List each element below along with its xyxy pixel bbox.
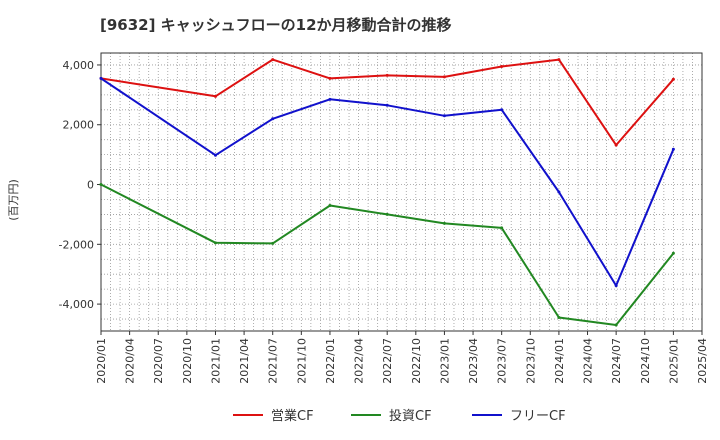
- x-tick-label: 2020/01: [95, 338, 108, 384]
- data-point: [671, 77, 675, 81]
- data-point: [328, 97, 332, 101]
- data-point: [385, 212, 389, 216]
- plot-frame: [100, 52, 703, 332]
- x-tick-label: 2021/04: [238, 338, 251, 384]
- data-point: [213, 94, 217, 98]
- x-tick-label: 2021/10: [295, 338, 308, 384]
- x-tick-label: 2024/07: [610, 338, 623, 384]
- data-point: [271, 58, 275, 62]
- legend-label-1: 営業CF: [271, 408, 314, 424]
- axes: 4,000 2,000 0 -2,000 -4,000 2020/01 2020/04 202…: [59, 52, 709, 384]
- series-line-1: [100, 58, 675, 147]
- grid: [100, 53, 703, 331]
- legend-label-2: 投資CF: [389, 408, 432, 424]
- y-tick-label: -4,000: [59, 298, 94, 311]
- data-point: [671, 251, 675, 255]
- x-tick-label: 2025/01: [667, 338, 680, 384]
- legend: 営業CF 投資CF フリーCF: [233, 408, 566, 424]
- x-tick-label: 2024/04: [582, 338, 595, 384]
- x-tick-label: 2023/04: [467, 338, 480, 384]
- y-tick-label: 2,000: [63, 119, 95, 132]
- data-point: [99, 76, 103, 80]
- data-point: [614, 284, 618, 288]
- x-tick-label: 2021/01: [209, 338, 222, 384]
- data-point: [442, 75, 446, 79]
- legend-label-3: フリーCF: [510, 409, 566, 424]
- data-point: [442, 221, 446, 225]
- data-point: [99, 183, 103, 187]
- x-tick-label: 2023/01: [438, 338, 451, 384]
- data-point: [614, 143, 618, 147]
- x-tick-label: 2022/04: [353, 338, 366, 384]
- data-point: [271, 117, 275, 121]
- data-point: [271, 241, 275, 245]
- x-tick-label: 2020/10: [181, 338, 194, 384]
- data-point: [671, 147, 675, 151]
- data-point: [557, 58, 561, 62]
- data-point: [213, 153, 217, 157]
- data-point: [328, 203, 332, 207]
- x-tick-label: 2020/04: [124, 338, 137, 384]
- x-tick-label: 2020/07: [152, 338, 165, 384]
- x-tick-label: 2023/10: [524, 338, 537, 384]
- x-tick-label: 2024/10: [639, 338, 652, 384]
- x-tick-label: 2023/07: [496, 338, 509, 384]
- data-point: [614, 323, 618, 327]
- y-axis-label: (百万円): [7, 179, 20, 221]
- data-point: [385, 73, 389, 77]
- x-tick-label: 2022/10: [410, 338, 423, 384]
- data-point: [500, 108, 504, 112]
- data-point: [442, 114, 446, 118]
- data-point: [557, 190, 561, 194]
- data-point: [385, 103, 389, 107]
- x-tick-label: 2022/07: [381, 338, 394, 384]
- chart-title: [9632] キャッシュフローの12か月移動合計の推移: [100, 16, 452, 34]
- series-lines: [99, 58, 675, 327]
- data-point: [328, 76, 332, 80]
- y-tick-label: -2,000: [59, 238, 94, 251]
- y-tick-label: 0: [87, 179, 94, 192]
- data-point: [213, 241, 217, 245]
- data-point: [500, 226, 504, 230]
- x-tick-label: 2024/01: [553, 338, 566, 384]
- series-line-2: [100, 183, 675, 326]
- series-line-3: [100, 77, 675, 287]
- data-point: [500, 64, 504, 68]
- x-tick-label: 2021/07: [267, 338, 280, 384]
- x-tick-label: 2022/01: [324, 338, 337, 384]
- data-point: [557, 316, 561, 320]
- x-tick-label: 2025/04: [696, 338, 709, 384]
- y-tick-label: 4,000: [63, 59, 95, 72]
